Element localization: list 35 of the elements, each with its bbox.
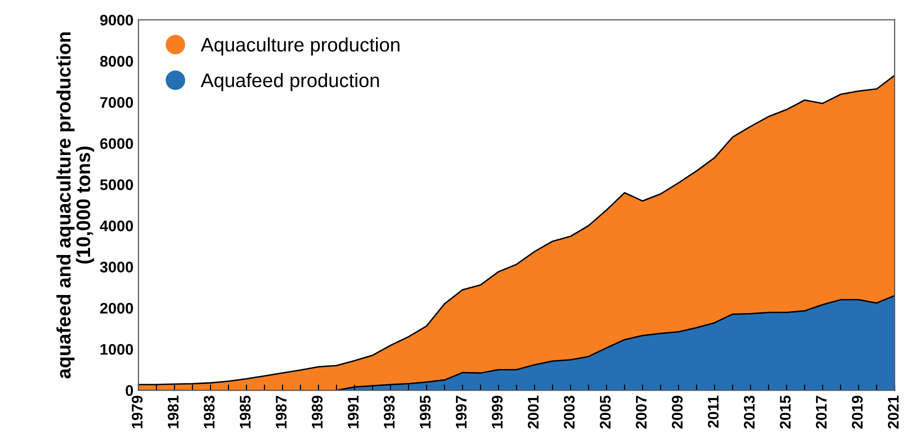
x-tick-label: 2009 (672, 396, 683, 429)
x-tick-label: 1993 (384, 396, 395, 428)
y-tick-label: 5000 (100, 179, 133, 190)
legend-label: Aquafeed production (200, 72, 379, 92)
x-tick-label: 2013 (744, 396, 755, 429)
y-tick-label: 4000 (100, 220, 133, 232)
x-tick-label: 2015 (780, 396, 791, 429)
y-axis-title: aquafeed and aquaculture production (10,000 tons) (56, 32, 94, 378)
legend-label: Aquaculture production (200, 37, 400, 56)
y-tick-label: 2000 (100, 302, 133, 314)
y-tick-label: 7000 (100, 97, 133, 108)
y-tick-label: 1000 (100, 344, 133, 355)
y-tick-label: 3000 (100, 262, 133, 273)
x-tick-label: 2021 (888, 396, 899, 429)
x-tick-label: 2005 (600, 396, 611, 429)
y-tick-label: 6000 (100, 138, 133, 150)
x-tick-label: 1991 (348, 396, 359, 428)
y-tick-label: 8000 (100, 56, 133, 67)
y-tick-label: 9000 (100, 14, 133, 26)
x-tick-label: 1997 (456, 396, 467, 428)
x-tick-label: 1985 (240, 396, 251, 428)
x-tick-label: 1979 (132, 396, 143, 428)
x-tick-label: 1995 (420, 396, 431, 428)
x-tick-label: 1981 (168, 396, 179, 428)
y-tick-label: 0 (126, 385, 133, 396)
x-tick-label: 2017 (816, 396, 827, 429)
x-tick-label: 1983 (204, 396, 215, 428)
x-tick-label: 2001 (528, 396, 539, 429)
x-tick-label: 2019 (852, 396, 863, 429)
x-tick-label: 1999 (492, 396, 503, 428)
x-tick-label: 2003 (564, 396, 575, 429)
x-tick-label: 1987 (276, 396, 287, 428)
x-tick-label: 2007 (636, 396, 647, 429)
x-tick-label: 1989 (312, 396, 323, 428)
x-tick-label: 2011 (708, 396, 719, 428)
